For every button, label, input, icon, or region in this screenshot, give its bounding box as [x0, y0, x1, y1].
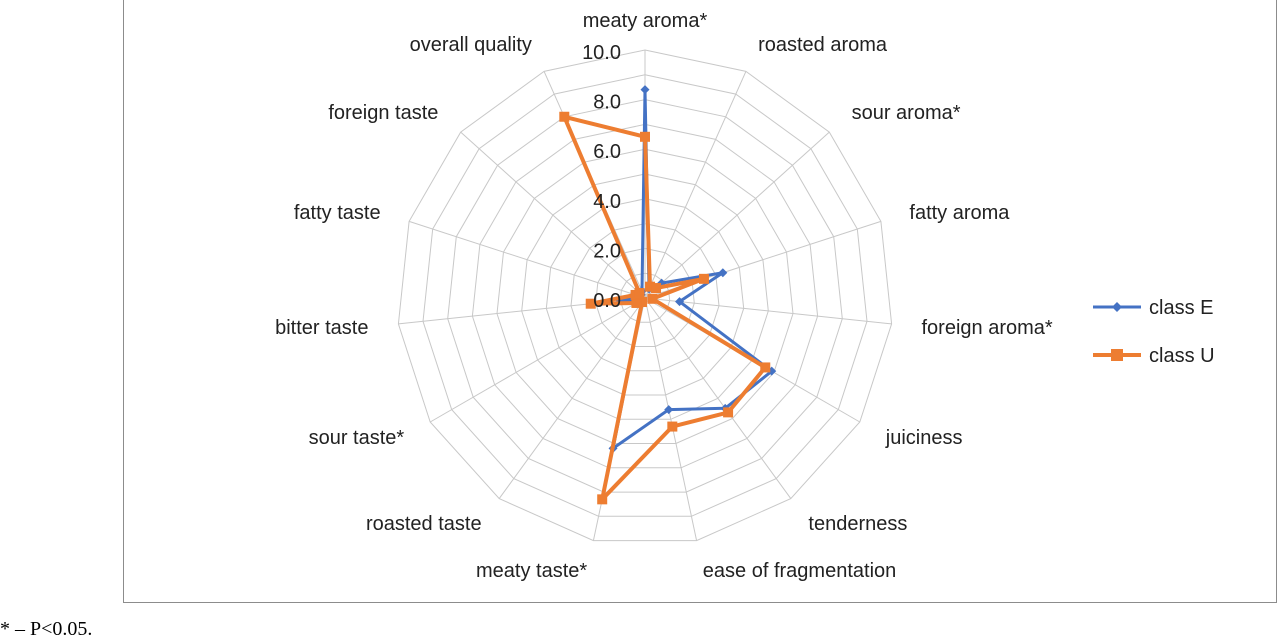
axis-label: fatty aroma	[909, 202, 1010, 224]
grid-ring	[447, 99, 843, 493]
axis-label: sour taste*	[309, 427, 405, 449]
tick-label: 8.0	[593, 92, 621, 114]
data-point	[723, 407, 734, 418]
radar-grid	[397, 49, 893, 542]
axis-labels: meaty aroma* roasted aroma sour aroma* fatt…	[275, 10, 1053, 582]
grid-ring	[595, 247, 695, 347]
grid-spoke	[644, 297, 892, 325]
grid-spoke	[460, 131, 646, 299]
data-point	[647, 293, 658, 304]
axis-label: juiciness	[885, 427, 963, 449]
grid-spoke	[408, 220, 646, 299]
legend-entry: class E	[1093, 297, 1213, 319]
data-point	[675, 297, 685, 307]
axis-label: roasted aroma	[758, 34, 888, 56]
footnote: * – P<0.05.	[0, 618, 93, 640]
legend-label: class E	[1149, 297, 1213, 319]
legend-label: class U	[1149, 345, 1215, 367]
data-point	[664, 405, 674, 415]
legend-marker	[1111, 349, 1123, 361]
grid-ring	[422, 74, 868, 517]
data-point	[698, 273, 709, 284]
tick-labels: 0.0 2.0 4.0 6.0 8.0 10.0	[582, 42, 621, 312]
data-point	[637, 297, 648, 308]
grid-ring	[570, 223, 720, 372]
grid-spoke	[429, 297, 646, 423]
data-point	[718, 268, 728, 278]
axis-label: ease of fragmentation	[703, 560, 896, 582]
axis-label: roasted taste	[366, 513, 482, 535]
data-point	[640, 85, 650, 95]
axis-label: bitter taste	[275, 317, 368, 339]
axis-label: overall quality	[410, 34, 532, 56]
tick-label: 2.0	[593, 240, 621, 262]
tick-label: 0.0	[593, 290, 621, 312]
data-point	[640, 131, 650, 142]
legend: class E class U	[1093, 297, 1215, 367]
data-point	[631, 297, 642, 308]
data-point	[645, 281, 656, 292]
legend-marker	[1112, 302, 1122, 312]
grid-ring	[397, 49, 893, 542]
grid-spoke	[644, 131, 830, 299]
data-point	[667, 421, 678, 432]
axis-label: foreign aroma*	[922, 317, 1053, 339]
radar-series	[559, 85, 777, 505]
chart-frame	[123, 0, 1277, 603]
grid-spoke	[644, 71, 747, 299]
data-point	[651, 283, 662, 294]
grid-ring	[521, 173, 769, 420]
grid-ring	[545, 198, 745, 396]
axis-label: tenderness	[808, 513, 907, 535]
data-point	[634, 288, 645, 299]
axis-label: meaty aroma*	[583, 10, 708, 32]
grid-ring	[496, 148, 794, 444]
grid-spoke	[644, 297, 792, 499]
tick-label: 4.0	[593, 191, 621, 213]
grid-spoke	[498, 297, 646, 499]
grid-spoke	[644, 297, 698, 541]
data-point	[585, 298, 596, 309]
data-point	[559, 111, 570, 122]
legend-entry: class U	[1093, 345, 1215, 367]
series-class-u	[559, 111, 771, 505]
tick-label: 6.0	[593, 141, 621, 163]
axis-label: foreign taste	[328, 102, 438, 124]
axis-label: fatty taste	[294, 202, 381, 224]
data-point	[760, 362, 771, 373]
axis-label: meaty taste*	[476, 560, 587, 582]
grid-ring	[471, 123, 819, 469]
data-point	[597, 494, 608, 505]
axis-label: sour aroma*	[852, 102, 961, 124]
tick-label: 10.0	[582, 42, 621, 64]
